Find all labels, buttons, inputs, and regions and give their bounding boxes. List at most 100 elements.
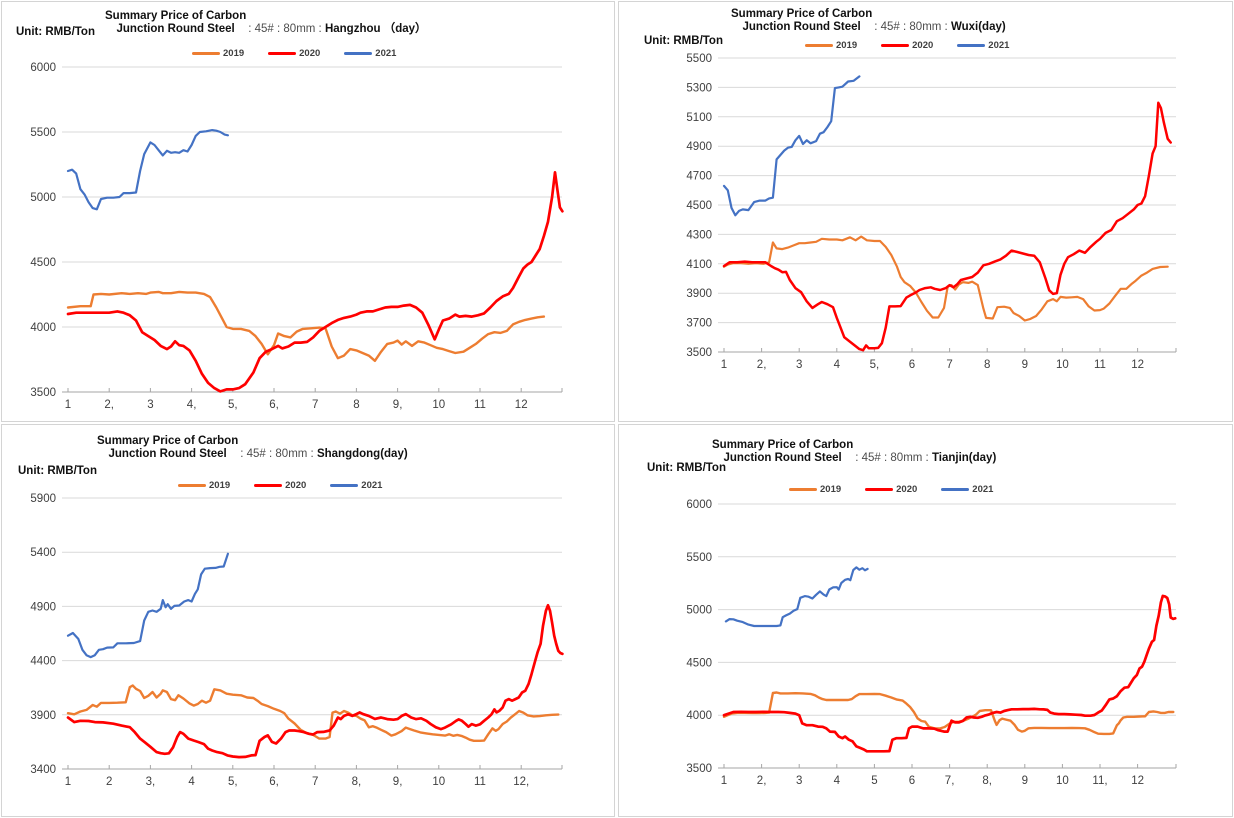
legend-swatch-2019-icon xyxy=(192,52,220,55)
svg-text:8: 8 xyxy=(984,359,990,371)
legend-item-2020: 2020 xyxy=(268,48,320,59)
svg-text:5,: 5, xyxy=(228,776,238,788)
chart-title-line2: Junction Round Steel xyxy=(108,448,227,460)
svg-text:10: 10 xyxy=(1056,775,1069,787)
svg-text:5,: 5, xyxy=(870,359,880,371)
svg-text:3: 3 xyxy=(796,359,802,371)
chart-city: Tianjin(day) xyxy=(931,452,997,464)
legend: 2019 2020 2021 xyxy=(178,480,406,491)
legend-swatch-2021-icon xyxy=(957,44,986,47)
legend-item-2021: 2021 xyxy=(941,484,993,495)
svg-text:4500: 4500 xyxy=(686,200,712,212)
legend-swatch-2020-icon xyxy=(881,44,910,47)
legend-label: 2019 xyxy=(820,484,842,495)
legend-item-2019: 2019 xyxy=(805,40,857,51)
chart-spec: : 45# : 80mm : xyxy=(855,452,929,464)
legend-item-2021: 2021 xyxy=(957,40,1009,51)
svg-text:3500: 3500 xyxy=(686,347,712,359)
chart-canvas-wuxi: 3500 3700 3900 4100 4300 4500 4700 4900 5100 5300… xyxy=(619,2,1232,421)
legend-label: 2019 xyxy=(209,480,231,491)
unit-label: Unit: RMB/Ton xyxy=(644,35,723,47)
svg-text:8,: 8, xyxy=(982,775,992,787)
legend-swatch-2021-icon xyxy=(330,484,359,487)
chart-canvas-shangdong: 3400 3900 4400 4900 5400 5900 1 2 3, 4 5, 6, 7 8, 9, 10… xyxy=(2,425,614,816)
svg-text:12,: 12, xyxy=(513,776,529,788)
svg-text:10: 10 xyxy=(1056,359,1069,371)
chart-panel-hangzhou: 3500 4000 4500 5000 5500 6000 1 2, 3 4, 5, 6, 7 8 9, 10… xyxy=(1,1,615,422)
svg-text:11,: 11, xyxy=(1092,775,1107,787)
svg-text:12: 12 xyxy=(1131,359,1144,371)
svg-text:4700: 4700 xyxy=(686,171,712,183)
svg-text:1: 1 xyxy=(721,775,727,787)
legend-swatch-2019-icon xyxy=(805,44,833,47)
legend: 2019 2020 2021 xyxy=(192,48,420,59)
legend-item-2019: 2019 xyxy=(178,480,230,491)
legend-swatch-2020-icon xyxy=(254,484,283,487)
chart-title-line1: Summary Price of Carbon xyxy=(731,8,873,20)
chart-title-line2: Junction Round Steel xyxy=(116,23,235,35)
svg-text:6,: 6, xyxy=(269,776,279,788)
svg-text:4900: 4900 xyxy=(686,141,712,153)
svg-text:4: 4 xyxy=(834,775,841,787)
unit-label: Unit: RMB/Ton xyxy=(16,26,95,38)
svg-text:6000: 6000 xyxy=(30,62,56,74)
svg-text:6,: 6, xyxy=(269,399,279,411)
svg-text:4500: 4500 xyxy=(686,657,712,669)
svg-text:8: 8 xyxy=(353,399,359,411)
legend-label: 2019 xyxy=(836,40,858,51)
legend-swatch-2019-icon xyxy=(789,488,817,491)
legend-label: 2020 xyxy=(912,40,934,51)
chart-title: Summary Price of Carbon Junction Round S… xyxy=(731,8,1006,34)
legend-label: 2020 xyxy=(285,480,307,491)
svg-text:4000: 4000 xyxy=(30,322,56,334)
svg-text:7,: 7, xyxy=(945,775,955,787)
unit-label: Unit: RMB/Ton xyxy=(18,465,97,477)
svg-text:3900: 3900 xyxy=(30,710,56,722)
svg-text:7: 7 xyxy=(946,359,952,371)
chart-panel-wuxi: 3500 3700 3900 4100 4300 4500 4700 4900 5100 5300… xyxy=(618,1,1233,422)
svg-text:3: 3 xyxy=(796,775,802,787)
svg-text:9: 9 xyxy=(1022,775,1028,787)
svg-text:1: 1 xyxy=(65,399,71,411)
svg-text:9,: 9, xyxy=(393,399,403,411)
chart-panel-tianjin: 3500 4000 4500 5000 5500 6000 1 2, 3 4 5 6 7, 8, 9 10 11… xyxy=(618,424,1233,817)
svg-text:8,: 8, xyxy=(352,776,362,788)
svg-text:5500: 5500 xyxy=(686,53,712,65)
svg-text:10: 10 xyxy=(432,776,445,788)
svg-text:5300: 5300 xyxy=(686,82,712,94)
svg-text:11: 11 xyxy=(474,776,486,788)
svg-text:5,: 5, xyxy=(228,399,238,411)
legend-item-2021: 2021 xyxy=(330,480,382,491)
svg-text:4,: 4, xyxy=(187,399,197,411)
legend-item-2020: 2020 xyxy=(881,40,933,51)
svg-text:5100: 5100 xyxy=(686,112,712,124)
svg-text:3500: 3500 xyxy=(686,763,712,775)
svg-text:4: 4 xyxy=(188,776,195,788)
svg-text:7: 7 xyxy=(312,399,318,411)
chart-spec: : 45# : 80mm : xyxy=(874,21,948,33)
legend-swatch-2021-icon xyxy=(941,488,970,491)
svg-text:9: 9 xyxy=(1022,359,1028,371)
legend: 2019 2020 2021 xyxy=(789,484,1017,495)
svg-text:4300: 4300 xyxy=(686,229,712,241)
legend-item-2021: 2021 xyxy=(344,48,396,59)
svg-text:12: 12 xyxy=(515,399,528,411)
svg-text:4500: 4500 xyxy=(30,257,56,269)
svg-text:4400: 4400 xyxy=(30,656,56,668)
svg-text:5900: 5900 xyxy=(30,493,56,505)
svg-text:9,: 9, xyxy=(393,776,403,788)
svg-text:3: 3 xyxy=(147,399,153,411)
svg-text:4900: 4900 xyxy=(30,601,56,613)
legend-item-2019: 2019 xyxy=(192,48,244,59)
chart-spec: : 45# : 80mm : xyxy=(248,23,322,35)
chart-title-line2: Junction Round Steel xyxy=(723,452,842,464)
svg-text:7: 7 xyxy=(312,776,318,788)
chart-city: Shangdong(day) xyxy=(316,448,408,460)
chart-canvas-hangzhou: 3500 4000 4500 5000 5500 6000 1 2, 3 4, 5, 6, 7 8 9, 10… xyxy=(2,2,614,421)
legend-label: 2021 xyxy=(361,480,383,491)
svg-text:1: 1 xyxy=(65,776,71,788)
svg-text:3,: 3, xyxy=(146,776,156,788)
svg-text:10: 10 xyxy=(432,399,445,411)
chart-city: Wuxi(day) xyxy=(950,21,1006,33)
